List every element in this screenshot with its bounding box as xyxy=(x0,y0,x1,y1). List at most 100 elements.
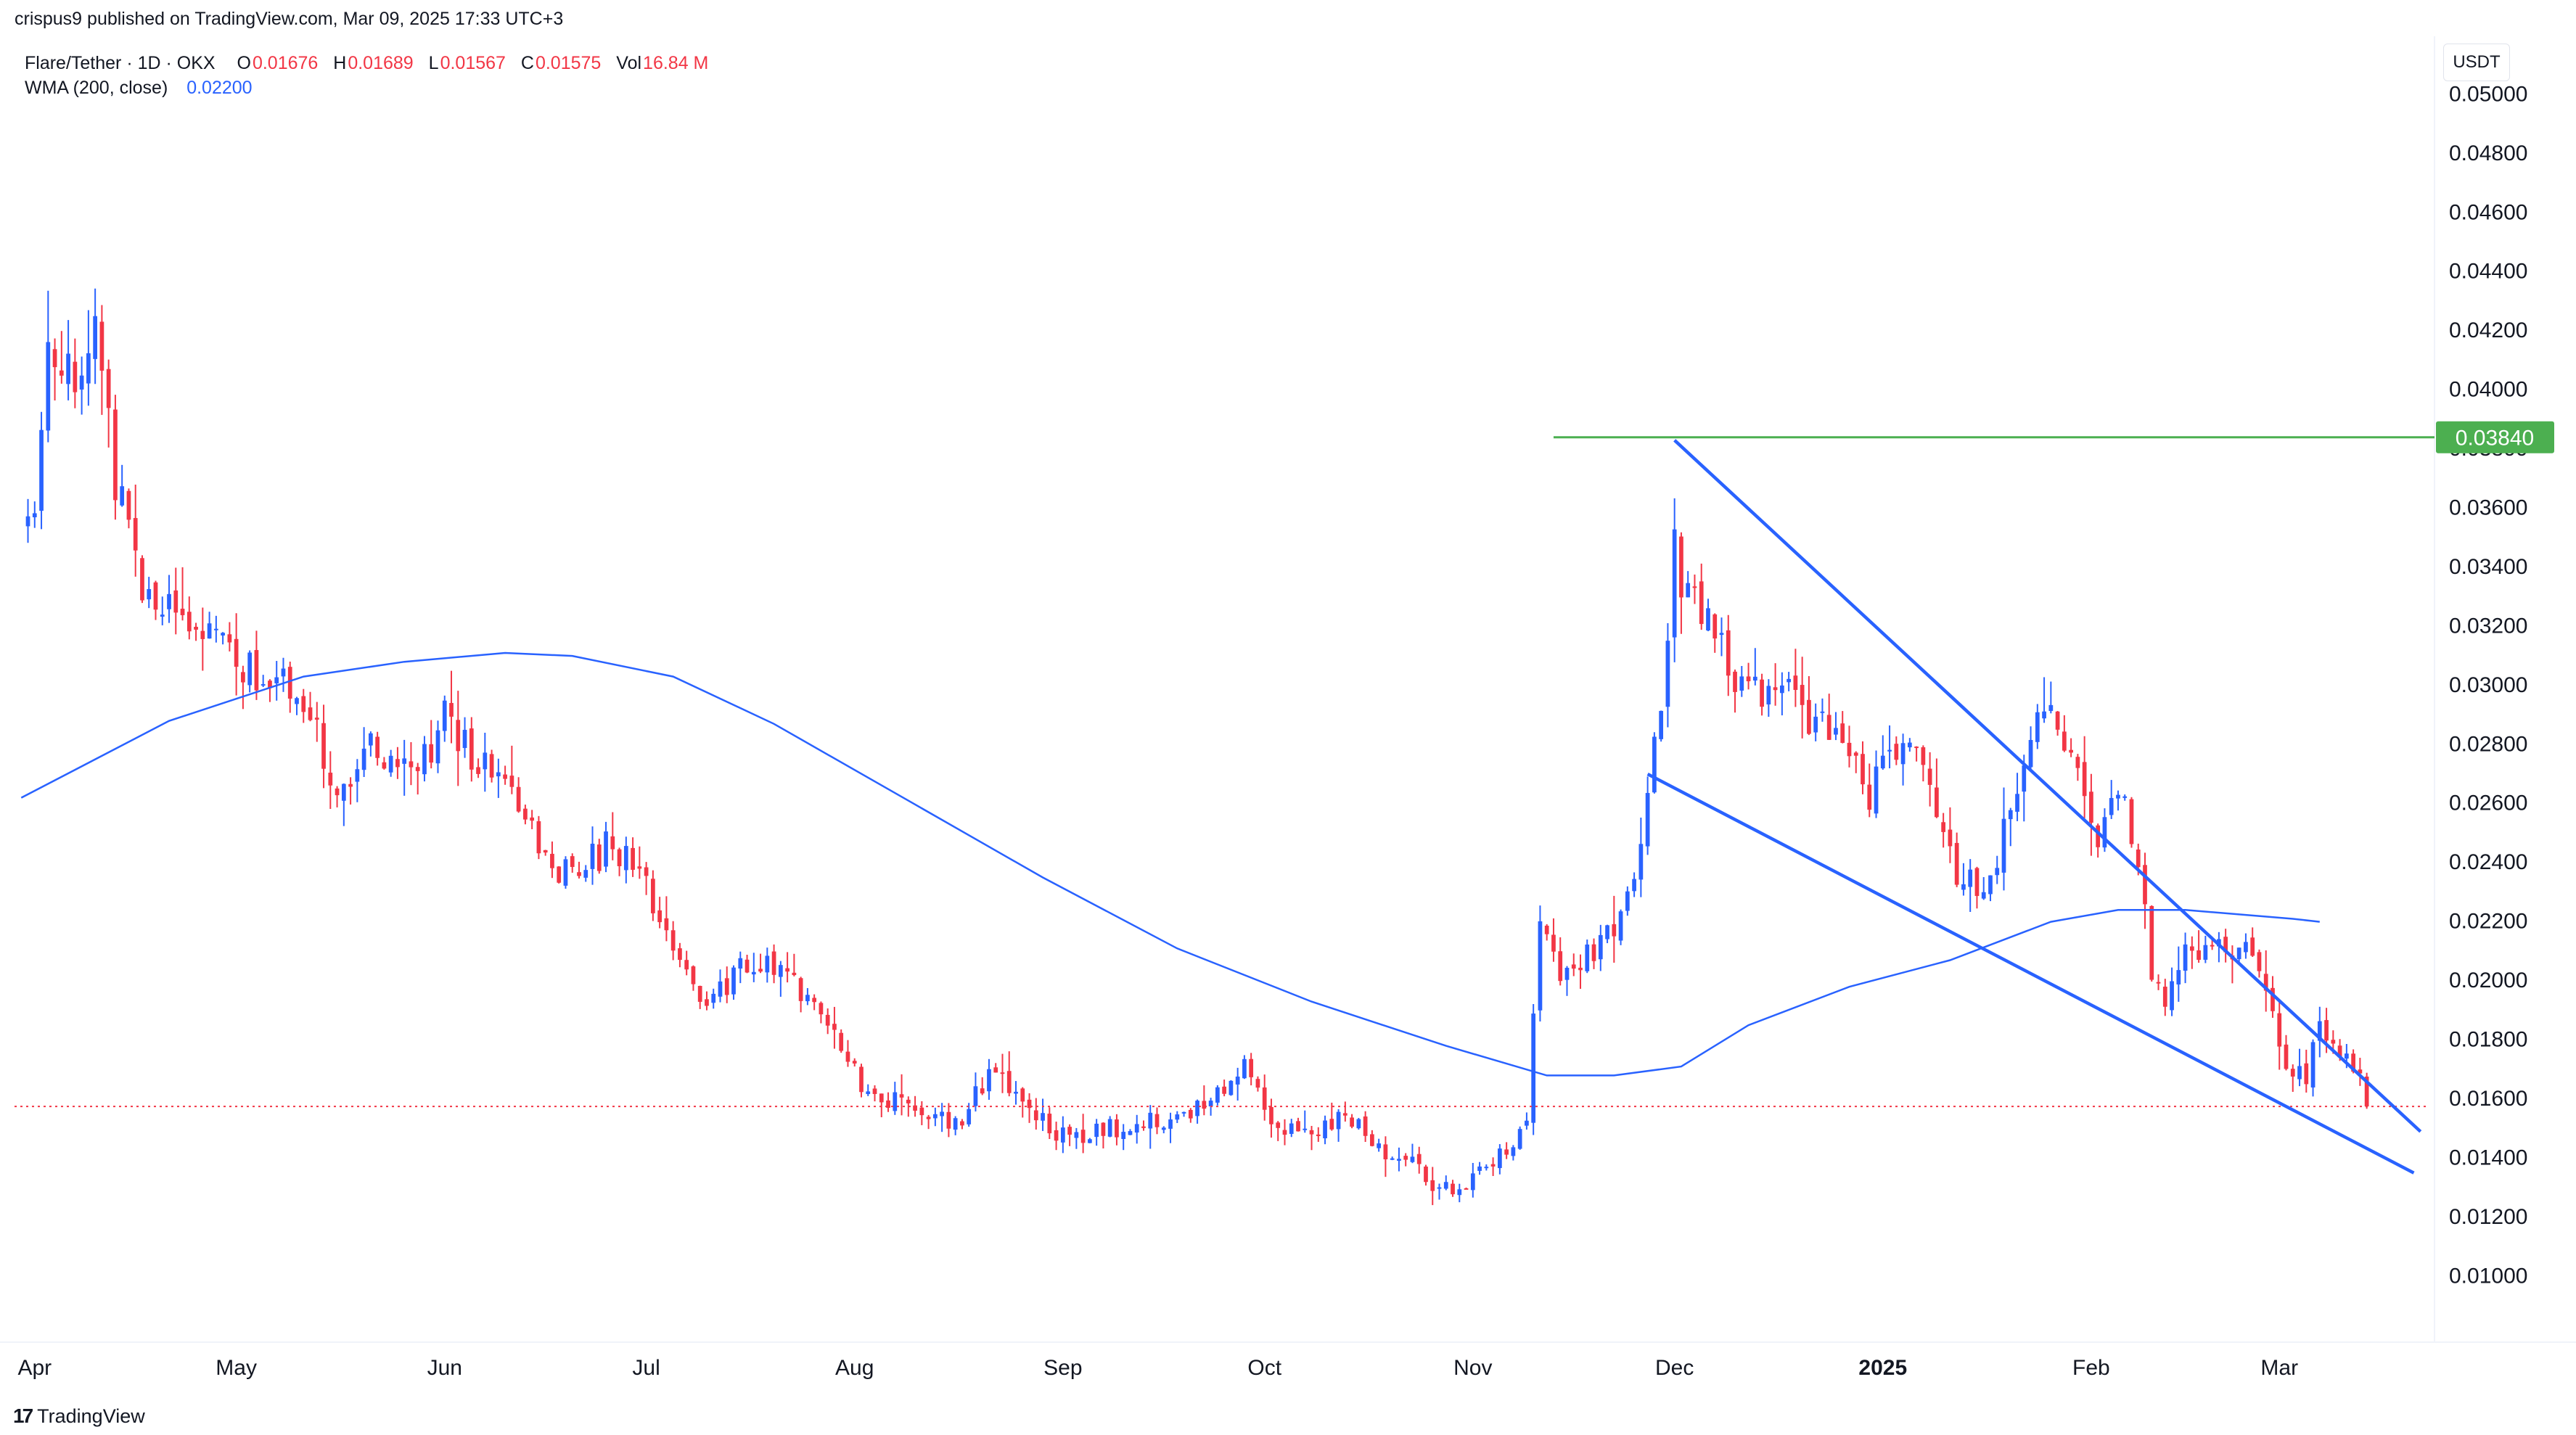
candle-up[interactable] xyxy=(1457,1189,1462,1196)
candle-up[interactable] xyxy=(2109,797,2114,815)
candle-down[interactable] xyxy=(1504,1149,1509,1155)
candle-up[interactable] xyxy=(1739,676,1744,691)
candle-down[interactable] xyxy=(1000,1072,1005,1074)
candle-down[interactable] xyxy=(705,999,709,1006)
candle-down[interactable] xyxy=(913,1105,917,1111)
candle-down[interactable] xyxy=(1249,1058,1254,1077)
candle-down[interactable] xyxy=(993,1067,998,1073)
candle-up[interactable] xyxy=(604,831,608,867)
candle-down[interactable] xyxy=(1954,842,1959,885)
currency-unit-button[interactable]: USDT xyxy=(2443,44,2510,81)
candle-down[interactable] xyxy=(543,850,548,853)
candle-down[interactable] xyxy=(2337,1045,2342,1058)
candle-down[interactable] xyxy=(1746,676,1751,682)
candle-down[interactable] xyxy=(227,634,232,643)
candle-down[interactable] xyxy=(2304,1063,2309,1085)
candle-down[interactable] xyxy=(409,761,414,768)
candle-up[interactable] xyxy=(1618,911,1623,941)
candle-up[interactable] xyxy=(866,1091,871,1095)
candle-up[interactable] xyxy=(933,1114,938,1119)
candle-up[interactable] xyxy=(1511,1147,1516,1156)
candle-up[interactable] xyxy=(1175,1114,1180,1120)
candle-down[interactable] xyxy=(852,1061,857,1064)
candle-up[interactable] xyxy=(987,1069,991,1092)
candle-up[interactable] xyxy=(1323,1120,1327,1139)
candle-up[interactable] xyxy=(2015,794,2019,812)
candle-up[interactable] xyxy=(388,755,393,773)
candle-down[interactable] xyxy=(429,744,434,763)
candle-down[interactable] xyxy=(1760,679,1764,707)
candle-down[interactable] xyxy=(1793,675,1798,690)
candle-down[interactable] xyxy=(126,490,131,520)
candle-up[interactable] xyxy=(2022,765,2027,792)
candle-down[interactable] xyxy=(2162,987,2167,1007)
candle-down[interactable] xyxy=(2271,987,2275,1011)
candle-down[interactable] xyxy=(449,702,454,717)
candle-up[interactable] xyxy=(2203,945,2208,960)
candle-down[interactable] xyxy=(241,672,245,683)
candle-down[interactable] xyxy=(2324,1020,2329,1041)
candle-up[interactable] xyxy=(1107,1119,1112,1137)
candle-down[interactable] xyxy=(382,762,387,769)
candle-up[interactable] xyxy=(1195,1101,1199,1117)
candle-down[interactable] xyxy=(577,872,581,876)
candle-down[interactable] xyxy=(1935,787,1939,818)
candle-up[interactable] xyxy=(1907,742,1912,748)
candle-down[interactable] xyxy=(1054,1130,1059,1141)
candle-up[interactable] xyxy=(1525,1120,1529,1126)
candle-down[interactable] xyxy=(960,1121,964,1126)
candle-up[interactable] xyxy=(1834,728,1838,735)
candle-down[interactable] xyxy=(2156,982,2161,984)
candle-down[interactable] xyxy=(691,966,696,984)
candle-down[interactable] xyxy=(1383,1144,1388,1160)
candle-up[interactable] xyxy=(1719,633,1724,636)
candle-up[interactable] xyxy=(1228,1080,1234,1095)
candle-down[interactable] xyxy=(1807,699,1811,734)
candle-up[interactable] xyxy=(1766,686,1771,704)
candle-down[interactable] xyxy=(1424,1166,1428,1183)
candle-up[interactable] xyxy=(2344,1053,2349,1059)
candle-down[interactable] xyxy=(617,849,622,866)
candle-up[interactable] xyxy=(1215,1087,1220,1103)
candle-up[interactable] xyxy=(1443,1182,1448,1189)
candle-down[interactable] xyxy=(812,998,817,1003)
candle-down[interactable] xyxy=(2223,937,2228,953)
candle-up[interactable] xyxy=(1477,1166,1482,1171)
candle-down[interactable] xyxy=(509,776,514,787)
candle-down[interactable] xyxy=(664,918,669,931)
candle-down[interactable] xyxy=(980,1088,985,1094)
candle-down[interactable] xyxy=(1101,1122,1106,1136)
candle-up[interactable] xyxy=(1289,1123,1294,1134)
candle-down[interactable] xyxy=(785,968,789,972)
candle-down[interactable] xyxy=(99,321,104,371)
candle-down[interactable] xyxy=(113,409,118,501)
candle-up[interactable] xyxy=(25,516,30,527)
candle-down[interactable] xyxy=(2364,1076,2369,1107)
candle-up[interactable] xyxy=(940,1111,945,1117)
candle-down[interactable] xyxy=(415,767,420,771)
candle-up[interactable] xyxy=(711,993,716,1003)
candle-up[interactable] xyxy=(213,628,218,630)
candle-down[interactable] xyxy=(1342,1113,1348,1116)
candle-up[interactable] xyxy=(1645,793,1650,847)
candle-up[interactable] xyxy=(1752,676,1757,681)
candle-down[interactable] xyxy=(1773,687,1778,691)
candle-up[interactable] xyxy=(442,700,447,731)
candle-up[interactable] xyxy=(1585,944,1590,971)
candle-down[interactable] xyxy=(2089,791,2093,823)
candle-up[interactable] xyxy=(2122,796,2128,798)
candle-down[interactable] xyxy=(919,1107,924,1116)
candle-down[interactable] xyxy=(684,960,689,970)
candle-down[interactable] xyxy=(140,558,144,601)
candle-down[interactable] xyxy=(1726,630,1731,676)
candle-down[interactable] xyxy=(1222,1086,1227,1094)
candle-up[interactable] xyxy=(2102,817,2107,848)
candle-up[interactable] xyxy=(1968,869,1973,887)
candle-down[interactable] xyxy=(503,774,507,779)
candle-up[interactable] xyxy=(1484,1167,1489,1169)
candle-up[interactable] xyxy=(2028,739,2033,768)
candle-down[interactable] xyxy=(1033,1110,1038,1121)
candle-down[interactable] xyxy=(2277,1013,2282,1047)
candle-up[interactable] xyxy=(1961,884,1966,890)
